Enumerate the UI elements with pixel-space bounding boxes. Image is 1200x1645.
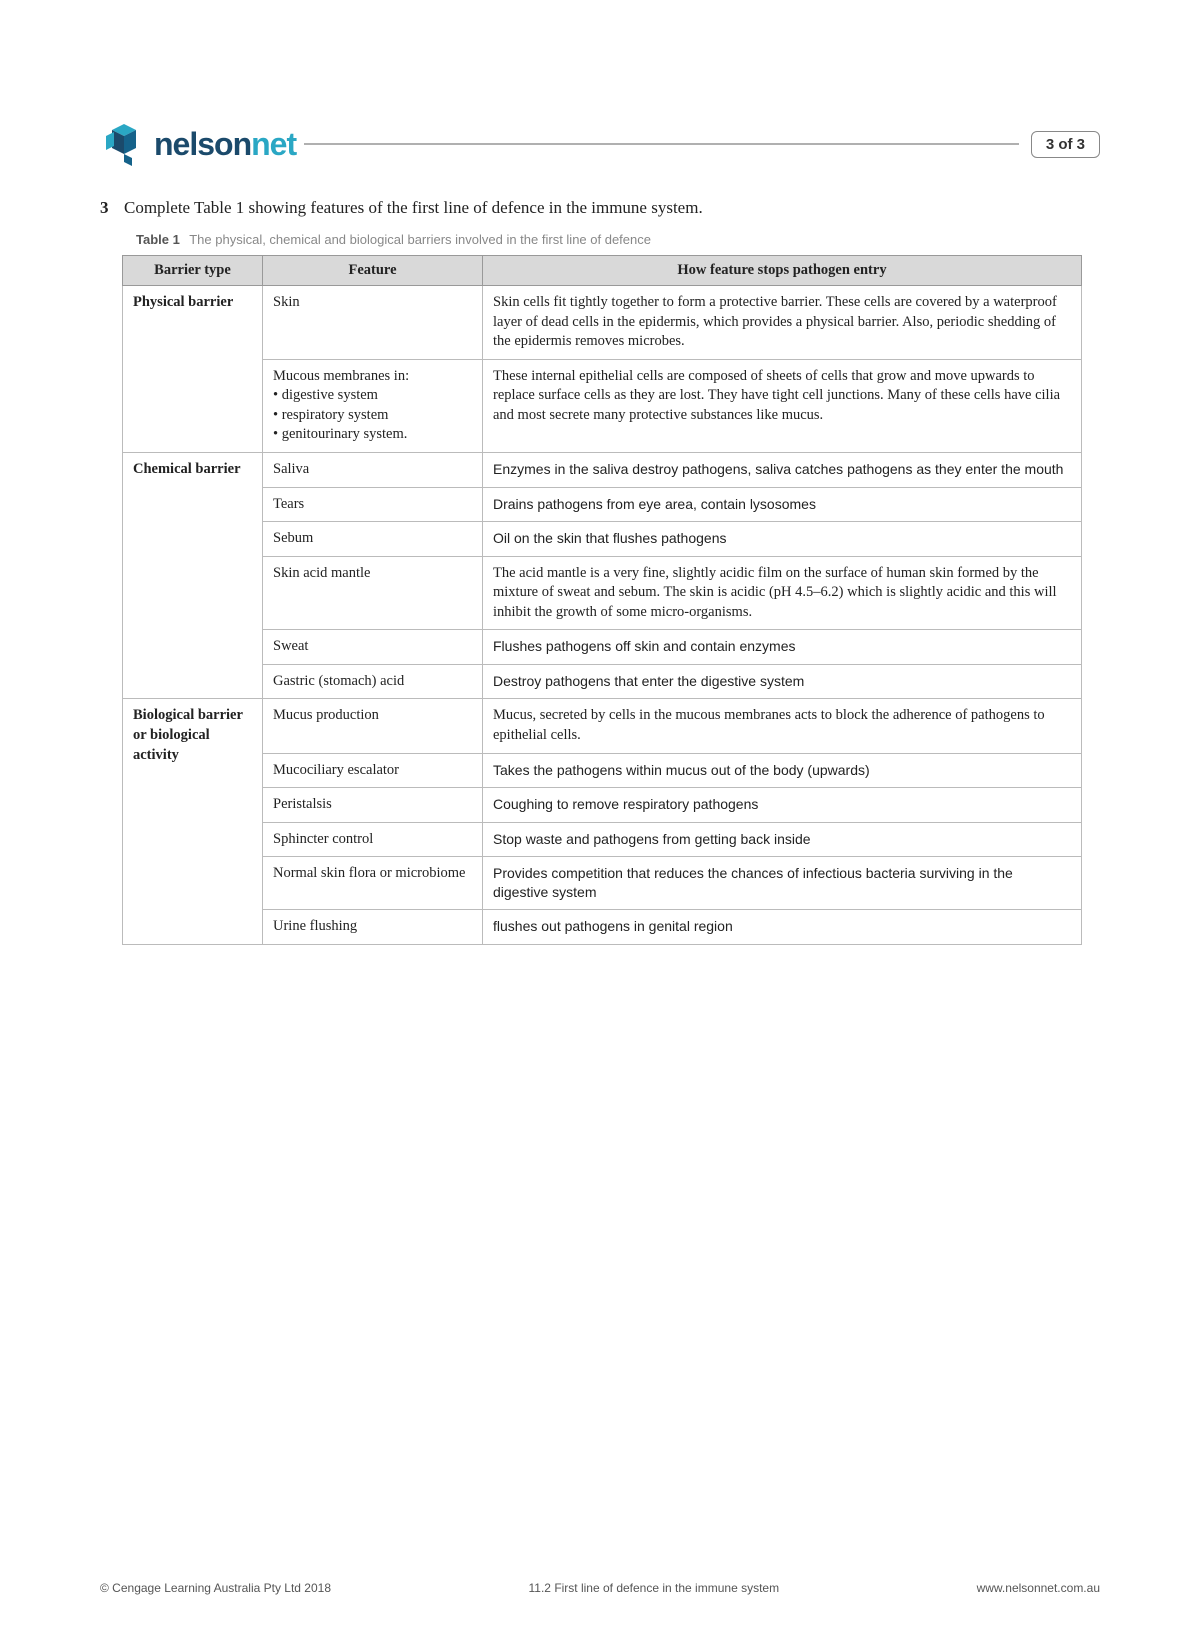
table-row: Mucociliary escalatorTakes the pathogens… <box>123 753 1082 788</box>
table-row: Physical barrierSkinSkin cells fit tight… <box>123 286 1082 360</box>
question-number: 3 <box>100 198 124 218</box>
header-rule <box>304 143 1019 145</box>
cell-feature: Mucociliary escalator <box>263 753 483 788</box>
logo-text-a: nelson <box>154 126 251 162</box>
table-row: Chemical barrierSalivaEnzymes in the sal… <box>123 452 1082 487</box>
question-text: Complete Table 1 showing features of the… <box>124 198 703 218</box>
table-row: TearsDrains pathogens from eye area, con… <box>123 487 1082 522</box>
cell-feature: Urine flushing <box>263 910 483 945</box>
page-number-badge: 3 of 3 <box>1031 131 1100 158</box>
cell-how: Stop waste and pathogens from getting ba… <box>483 822 1082 857</box>
cell-feature: Tears <box>263 487 483 522</box>
cell-barrier-type: Biological barrier or biological activit… <box>123 699 263 944</box>
col-barrier: Barrier type <box>123 256 263 286</box>
table-row: SebumOil on the skin that flushes pathog… <box>123 522 1082 557</box>
page-footer: © Cengage Learning Australia Pty Ltd 201… <box>100 1581 1100 1595</box>
cell-feature: Skin <box>263 286 483 360</box>
logo-text-b: net <box>251 126 296 162</box>
table-row: PeristalsisCoughing to remove respirator… <box>123 788 1082 823</box>
cell-how: The acid mantle is a very fine, slightly… <box>483 556 1082 630</box>
cell-feature: Sweat <box>263 630 483 665</box>
table-row: Normal skin flora or microbiomeProvides … <box>123 857 1082 910</box>
cell-feature: Normal skin flora or microbiome <box>263 857 483 910</box>
cell-how: Skin cells fit tightly together to form … <box>483 286 1082 360</box>
table-caption-label: Table 1 <box>136 232 180 247</box>
cell-how: flushes out pathogens in genital region <box>483 910 1082 945</box>
table-row: Mucous membranes in:digestive systemresp… <box>123 359 1082 452</box>
table-caption: Table 1 The physical, chemical and biolo… <box>136 232 1100 247</box>
cell-feature: Skin acid mantle <box>263 556 483 630</box>
cell-feature: Saliva <box>263 452 483 487</box>
cell-feature: Sphincter control <box>263 822 483 857</box>
cell-how: Enzymes in the saliva destroy pathogens,… <box>483 452 1082 487</box>
cell-barrier-type: Physical barrier <box>123 286 263 453</box>
table-row: SweatFlushes pathogens off skin and cont… <box>123 630 1082 665</box>
table-caption-text: The physical, chemical and biological ba… <box>189 232 651 247</box>
cell-how: Coughing to remove respiratory pathogens <box>483 788 1082 823</box>
col-feature: Feature <box>263 256 483 286</box>
table-row: Biological barrier or biological activit… <box>123 699 1082 753</box>
question: 3 Complete Table 1 showing features of t… <box>100 198 1100 218</box>
barriers-table: Barrier type Feature How feature stops p… <box>122 255 1082 945</box>
table-body: Physical barrierSkinSkin cells fit tight… <box>123 286 1082 945</box>
footer-left: © Cengage Learning Australia Pty Ltd 201… <box>100 1581 331 1595</box>
col-how: How feature stops pathogen entry <box>483 256 1082 286</box>
cell-how: Provides competition that reduces the ch… <box>483 857 1082 910</box>
cell-how: These internal epithelial cells are comp… <box>483 359 1082 452</box>
cell-feature: Mucous membranes in:digestive systemresp… <box>263 359 483 452</box>
logo-cube-icon <box>100 120 148 168</box>
table-row: Gastric (stomach) acidDestroy pathogens … <box>123 664 1082 699</box>
page: nelsonnet 3 of 3 3 Complete Table 1 show… <box>0 0 1200 1645</box>
table-row: Sphincter controlStop waste and pathogen… <box>123 822 1082 857</box>
cell-how: Destroy pathogens that enter the digesti… <box>483 664 1082 699</box>
cell-feature: Gastric (stomach) acid <box>263 664 483 699</box>
table-row: Skin acid mantleThe acid mantle is a ver… <box>123 556 1082 630</box>
cell-feature: Sebum <box>263 522 483 557</box>
logo-text: nelsonnet <box>154 126 296 163</box>
cell-how: Mucus, secreted by cells in the mucous m… <box>483 699 1082 753</box>
cell-feature: Peristalsis <box>263 788 483 823</box>
cell-how: Drains pathogens from eye area, contain … <box>483 487 1082 522</box>
page-header: nelsonnet 3 of 3 <box>100 120 1100 168</box>
footer-center: 11.2 First line of defence in the immune… <box>529 1581 780 1595</box>
cell-how: Oil on the skin that flushes pathogens <box>483 522 1082 557</box>
table-row: Urine flushingflushes out pathogens in g… <box>123 910 1082 945</box>
table-head: Barrier type Feature How feature stops p… <box>123 256 1082 286</box>
cell-barrier-type: Chemical barrier <box>123 452 263 699</box>
cell-how: Takes the pathogens within mucus out of … <box>483 753 1082 788</box>
cell-how: Flushes pathogens off skin and contain e… <box>483 630 1082 665</box>
cell-feature: Mucus production <box>263 699 483 753</box>
logo: nelsonnet <box>100 120 296 168</box>
footer-right: www.nelsonnet.com.au <box>977 1581 1100 1595</box>
